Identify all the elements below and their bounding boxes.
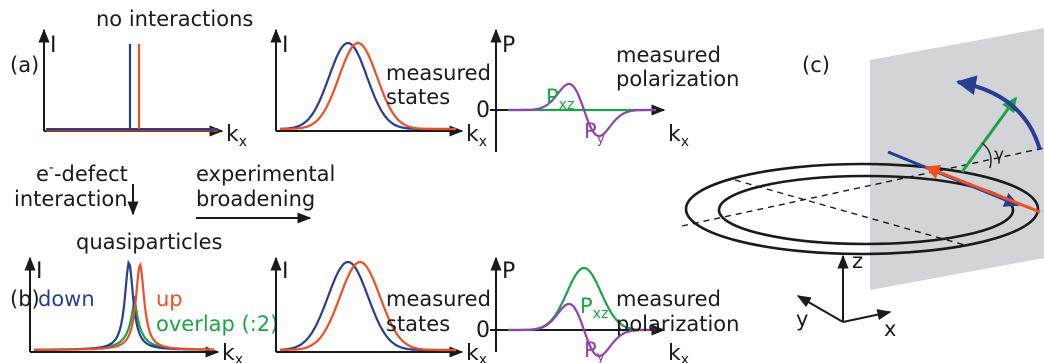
panel-b-label: (b) bbox=[10, 287, 40, 311]
plot-b1-y-label: I bbox=[36, 259, 43, 284]
plot-b2-x-label: kx bbox=[466, 341, 487, 363]
plot-b3-py-curve bbox=[508, 302, 656, 358]
plot-b3: P 0 kx Pxz Py measured polarization bbox=[476, 256, 739, 363]
plot-a3-zero-label: 0 bbox=[476, 98, 490, 123]
panel-c: (c) γ z x y bbox=[681, 28, 1044, 341]
panel-a-label: (a) bbox=[10, 53, 39, 77]
plot-a3-py-curve bbox=[508, 82, 656, 138]
plot-b3-zero-label: 0 bbox=[476, 318, 490, 343]
plot-a2-x-label: kx bbox=[466, 122, 487, 150]
panel-c-label: (c) bbox=[802, 53, 830, 77]
plot-a2-text-line2: states bbox=[386, 85, 450, 109]
plot-a3-pxz-label: Pxz bbox=[546, 85, 574, 113]
transition-arrows: e--defect interaction experimental broad… bbox=[14, 160, 335, 224]
coord-x-axis bbox=[842, 309, 892, 323]
plot-b1-up-label: up bbox=[156, 287, 183, 311]
plot-b3-text-line2: polarization bbox=[616, 312, 739, 336]
plot-b3-y-label: P bbox=[502, 259, 515, 284]
defect-text-line1: e--defect bbox=[36, 160, 128, 186]
plot-b1-x-label: kx bbox=[222, 341, 243, 363]
plot-b1-overlap-label: overlap (:2) bbox=[156, 312, 278, 336]
broadening-text-line1: experimental bbox=[196, 162, 335, 186]
spin-arrow-orange bbox=[924, 164, 1041, 214]
plot-a2-text-line1: measured bbox=[386, 61, 491, 85]
plot-a1-x-label: kx bbox=[226, 122, 247, 150]
plot-a1: I kx bbox=[38, 28, 247, 150]
plot-a3-text-line2: polarization bbox=[616, 67, 739, 91]
plot-b3-pxz-label: Pxz bbox=[580, 294, 608, 322]
coord-z-label: z bbox=[852, 249, 863, 273]
plot-b1: I kx down up overlap (:2) bbox=[24, 256, 278, 363]
gamma-arc bbox=[981, 142, 992, 169]
coord-y-label: y bbox=[796, 307, 808, 331]
plot-a2-curve-up bbox=[280, 41, 456, 131]
outer-ring bbox=[684, 162, 1040, 256]
panel-b-title: quasiparticles bbox=[76, 230, 222, 254]
rotation-arrow bbox=[956, 75, 1042, 151]
plane-of-incidence bbox=[870, 28, 1044, 290]
plot-b3-py-label: Py bbox=[584, 338, 605, 363]
coord-y-axis bbox=[796, 295, 844, 323]
plot-b2: I kx measured states bbox=[270, 256, 491, 363]
dashed-axis-1 bbox=[734, 179, 969, 247]
plot-b2-text-line1: measured bbox=[386, 287, 491, 311]
plot-b3-x-label: kx bbox=[668, 341, 689, 363]
plot-b1-up-curve bbox=[34, 261, 214, 351]
panel-a-title: no interactions bbox=[96, 7, 253, 31]
plot-b2-text-line2: states bbox=[386, 312, 450, 336]
plot-b3-text-line1: measured bbox=[616, 287, 721, 311]
plot-a3-text-line1: measured bbox=[616, 43, 721, 67]
gamma-label: γ bbox=[994, 145, 1004, 165]
plot-b2-curve-up bbox=[280, 260, 456, 352]
panel-a: (a) no interactions I kx I kx measured s… bbox=[10, 7, 739, 152]
plot-a2-y-label: I bbox=[282, 33, 289, 58]
spin-arrow-green bbox=[960, 96, 1018, 173]
plot-b1-down-label: down bbox=[38, 287, 95, 311]
dashed-axis-2 bbox=[681, 147, 1044, 227]
inner-ring bbox=[717, 174, 1015, 246]
plot-a3-py-label: Py bbox=[584, 119, 605, 147]
plot-a1-y-label: I bbox=[50, 33, 57, 58]
plot-a3: P 0 kx Pxz Py measured polarization bbox=[476, 28, 739, 152]
plot-a2: I kx measured states bbox=[270, 28, 491, 150]
defect-text-line2: interaction bbox=[14, 187, 128, 211]
plot-a3-x-label: kx bbox=[668, 122, 689, 150]
broadening-text-line2: broadening bbox=[196, 187, 315, 211]
plot-b2-y-label: I bbox=[282, 259, 289, 284]
coord-x-label: x bbox=[884, 317, 896, 341]
panel-b: (b) quasiparticles I kx down up overlap … bbox=[10, 230, 739, 363]
plot-a3-y-label: P bbox=[502, 33, 515, 58]
